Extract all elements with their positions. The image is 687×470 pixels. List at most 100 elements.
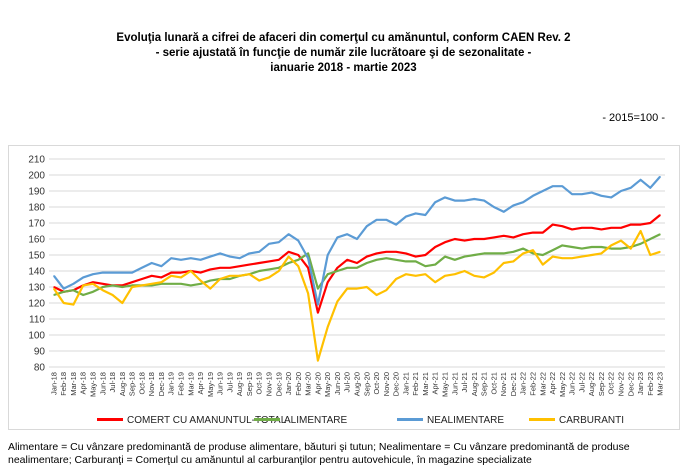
- data-point: [571, 246, 573, 248]
- data-point: [336, 270, 339, 272]
- data-point: [199, 259, 202, 261]
- x-tick-label: Sep-20: [362, 372, 371, 396]
- data-point: [463, 270, 466, 272]
- data-point: [239, 265, 241, 267]
- y-tick-label: 190: [28, 187, 45, 198]
- data-point: [551, 249, 554, 251]
- data-point: [630, 224, 632, 226]
- data-point: [385, 257, 387, 259]
- data-point: [287, 233, 290, 235]
- y-tick-label: 130: [28, 283, 45, 294]
- x-tick-label: May-21: [441, 372, 450, 397]
- x-tick-label: Sep-18: [128, 372, 137, 396]
- data-point: [268, 268, 270, 270]
- data-point: [63, 291, 65, 293]
- data-point: [639, 179, 642, 181]
- data-point: [268, 243, 270, 245]
- chart-title-line3: ianuarie 2018 - martie 2023: [270, 62, 417, 74]
- y-tick-label: 150: [28, 251, 45, 262]
- data-point: [493, 236, 495, 238]
- data-point: [239, 257, 241, 259]
- data-point: [503, 211, 505, 213]
- data-point: [170, 272, 172, 274]
- data-point: [424, 265, 427, 267]
- data-point: [317, 304, 319, 306]
- data-point: [512, 204, 515, 206]
- data-point: [542, 232, 544, 234]
- data-point: [503, 252, 505, 254]
- data-point: [473, 198, 475, 200]
- data-point: [503, 262, 505, 264]
- x-tick-label: Feb-22: [529, 372, 538, 396]
- data-point: [278, 241, 280, 243]
- data-point: [180, 276, 182, 278]
- x-tick-label: Jun-22: [568, 372, 577, 395]
- data-point: [297, 259, 299, 261]
- data-point: [209, 256, 211, 258]
- data-point: [591, 192, 593, 194]
- data-point: [307, 257, 309, 259]
- data-point: [219, 278, 221, 280]
- data-point: [336, 267, 339, 269]
- x-tick-label: Jul-21: [460, 372, 469, 392]
- data-point: [395, 251, 397, 253]
- data-point: [346, 233, 348, 235]
- data-point: [620, 248, 622, 250]
- legend-label: CARBURANTI: [559, 415, 624, 426]
- y-tick-label: 170: [28, 219, 45, 230]
- data-point: [551, 256, 554, 258]
- data-point: [375, 259, 378, 261]
- data-point: [121, 272, 123, 274]
- data-point: [346, 267, 348, 269]
- legend-label: ALIMENTARE: [284, 415, 347, 426]
- data-point: [444, 241, 446, 243]
- x-tick-label: Oct-19: [255, 372, 264, 395]
- data-point: [102, 289, 104, 291]
- y-tick-label: 180: [28, 203, 45, 214]
- data-point: [141, 278, 143, 280]
- data-point: [591, 254, 593, 256]
- y-tick-label: 120: [28, 299, 45, 310]
- data-point: [581, 256, 583, 258]
- x-tick-label: Jun-20: [333, 372, 342, 395]
- data-point: [454, 259, 456, 261]
- data-point: [141, 267, 143, 269]
- data-point: [297, 240, 299, 242]
- data-point: [375, 252, 378, 254]
- data-point: [463, 240, 466, 242]
- data-point: [219, 252, 221, 254]
- x-tick-label: Mar-21: [421, 372, 430, 396]
- x-tick-label: Mar-22: [538, 372, 547, 396]
- x-tick-label: Oct-21: [489, 372, 498, 395]
- data-point: [209, 280, 211, 282]
- data-point: [72, 283, 75, 285]
- data-point: [659, 214, 661, 216]
- data-point: [532, 195, 534, 197]
- data-point: [620, 240, 622, 242]
- x-tick-label: Nov-18: [147, 372, 156, 396]
- data-point: [121, 284, 123, 286]
- data-point: [258, 262, 260, 264]
- x-tick-label: Oct-18: [137, 372, 146, 395]
- legend-label: NEALIMENTARE: [427, 415, 504, 426]
- data-point: [434, 281, 436, 283]
- x-tick-label: May-18: [89, 372, 98, 397]
- data-point: [199, 272, 202, 274]
- data-point: [571, 193, 573, 195]
- data-point: [317, 312, 319, 314]
- data-point: [151, 275, 153, 277]
- x-tick-label: Aug-21: [470, 372, 479, 396]
- chart-title-line2: - serie ajustată în funcţie de număr zil…: [155, 47, 532, 59]
- data-point: [483, 238, 485, 240]
- data-point: [659, 251, 661, 253]
- series-line-3: [52, 229, 661, 362]
- data-point: [229, 267, 231, 269]
- data-point: [493, 206, 495, 208]
- data-point: [258, 270, 260, 272]
- data-point: [53, 286, 55, 288]
- data-point: [512, 260, 515, 262]
- x-tick-label: Dec-18: [157, 372, 166, 396]
- data-point: [610, 196, 612, 198]
- data-point: [317, 288, 319, 290]
- data-point: [346, 288, 348, 290]
